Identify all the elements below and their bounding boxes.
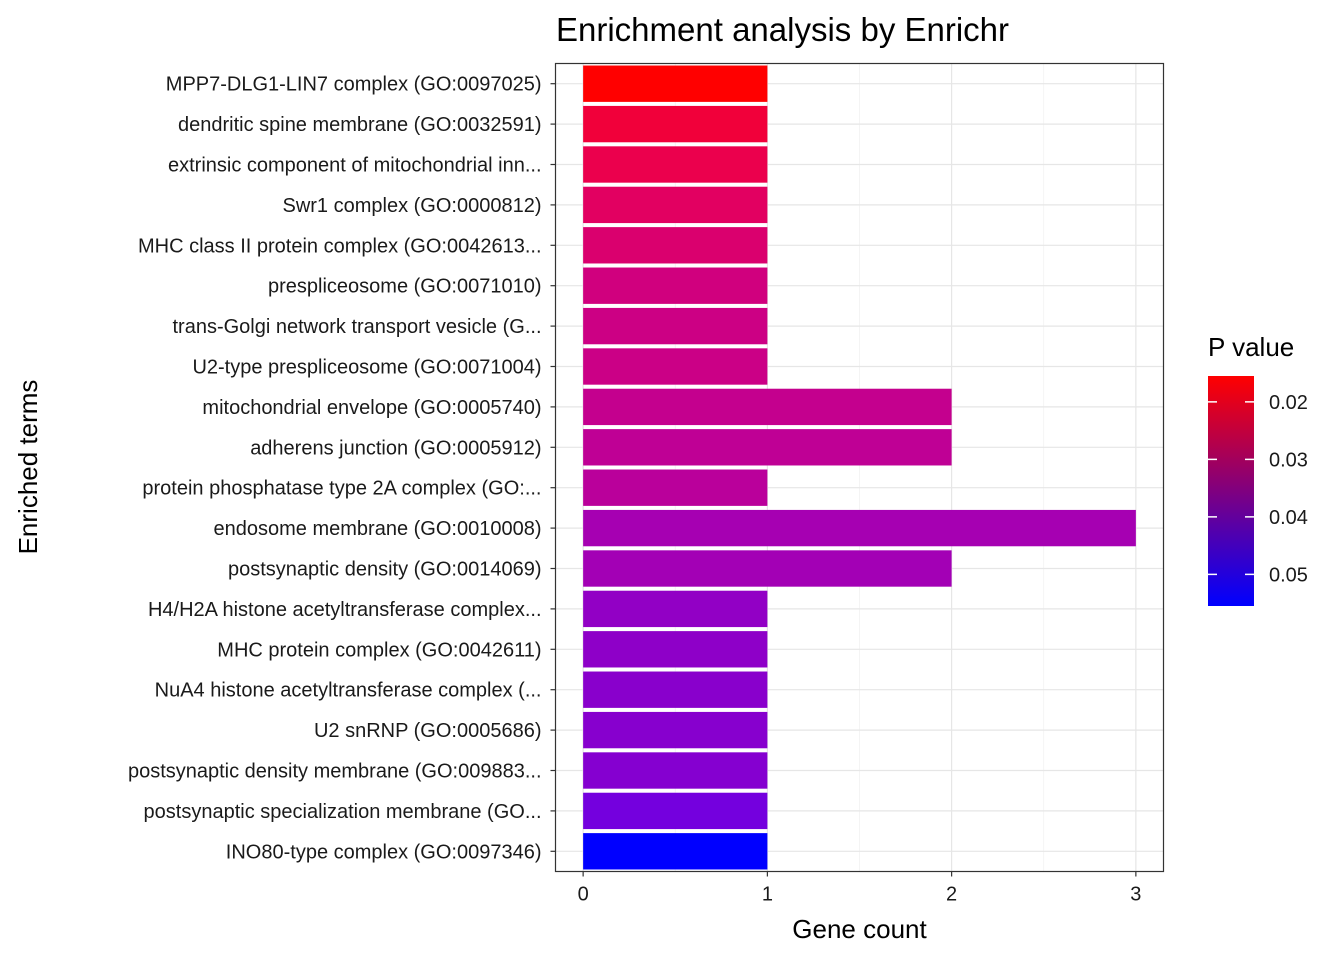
- y-tick-label: prespliceosome (GO:0071010): [268, 276, 541, 298]
- legend-tick-label: 0.03: [1269, 449, 1308, 471]
- y-axis-ticks: MPP7-DLG1-LIN7 complex (GO:0097025) dendr…: [128, 74, 556, 863]
- x-tick-label: 3: [1130, 884, 1141, 906]
- legend-title: P value: [1208, 332, 1294, 362]
- grid-lines: [555, 63, 1164, 872]
- y-tick-label: MHC class II protein complex (GO:0042613…: [138, 235, 542, 257]
- x-tick-label: 0: [578, 884, 589, 906]
- bar-9: [583, 388, 952, 426]
- y-tick-label: U2-type prespliceosome (GO:0071004): [192, 357, 541, 379]
- legend-tick-label: 0.04: [1269, 507, 1308, 529]
- bar-2: [583, 105, 768, 143]
- bar-12: [583, 509, 1136, 547]
- x-tick-label: 2: [946, 884, 957, 906]
- legend-tick-label: 0.05: [1269, 564, 1308, 586]
- y-tick-label: postsynaptic density (GO:0014069): [228, 559, 542, 581]
- y-tick-label: Swr1 complex (GO:0000812): [282, 195, 541, 217]
- y-tick-label: U2 snRNP (GO:0005686): [314, 720, 542, 742]
- y-tick-label: postsynaptic specialization membrane (GO…: [144, 801, 542, 823]
- y-tick-label: dendritic spine membrane (GO:0032591): [178, 114, 542, 136]
- y-tick-label: adherens junction (GO:0005912): [250, 437, 541, 459]
- bar-3: [583, 146, 768, 183]
- bar-8: [583, 348, 768, 385]
- y-tick-label: mitochondrial envelope (GO:0005740): [202, 397, 541, 419]
- bar-16: [583, 671, 768, 708]
- bar-15: [583, 631, 768, 668]
- legend: P value 0.02 0.03 0.04 0.05: [1208, 332, 1308, 606]
- y-tick-label: extrinsic component of mitochondrial inn…: [168, 155, 542, 177]
- bar-17: [583, 711, 768, 749]
- bar-13: [583, 550, 952, 587]
- x-axis-title: Gene count: [792, 914, 927, 944]
- bar-18: [583, 752, 768, 789]
- bar-7: [583, 307, 768, 345]
- bar-19: [583, 792, 768, 830]
- y-tick-label: MHC protein complex (GO:0042611): [217, 639, 541, 661]
- y-axis-title: Enriched terms: [13, 380, 43, 555]
- bar-5: [583, 227, 768, 264]
- legend-tick-label: 0.02: [1269, 392, 1308, 414]
- y-tick-label: NuA4 histone acetyltransferase complex (…: [155, 680, 542, 702]
- y-tick-label: protein phosphatase type 2A complex (GO:…: [142, 478, 541, 500]
- y-tick-label: H4/H2A histone acetyltransferase complex…: [148, 599, 542, 621]
- y-tick-label: MPP7-DLG1-LIN7 complex (GO:0097025): [166, 74, 542, 96]
- bar-20: [583, 833, 768, 870]
- bar-4: [583, 186, 768, 224]
- bar-6: [583, 267, 768, 304]
- legend-colorbar: [1208, 376, 1254, 606]
- y-tick-label: INO80-type complex (GO:0097346): [226, 841, 542, 863]
- bar-11: [583, 469, 768, 506]
- bar-14: [583, 590, 768, 628]
- x-tick-label: 1: [762, 884, 773, 906]
- bar-1: [583, 65, 768, 102]
- bar-10: [583, 429, 952, 466]
- plot-panel-border: [554, 62, 1165, 873]
- y-tick-label: endosome membrane (GO:0010008): [214, 518, 542, 540]
- chart-title: Enrichment analysis by Enrichr: [556, 11, 1009, 48]
- y-tick-label: trans-Golgi network transport vesicle (G…: [172, 316, 541, 338]
- bars: [583, 65, 1136, 870]
- y-tick-label: postsynaptic density membrane (GO:009883…: [128, 761, 542, 783]
- x-axis-ticks: 0 1 2 3: [578, 871, 1141, 906]
